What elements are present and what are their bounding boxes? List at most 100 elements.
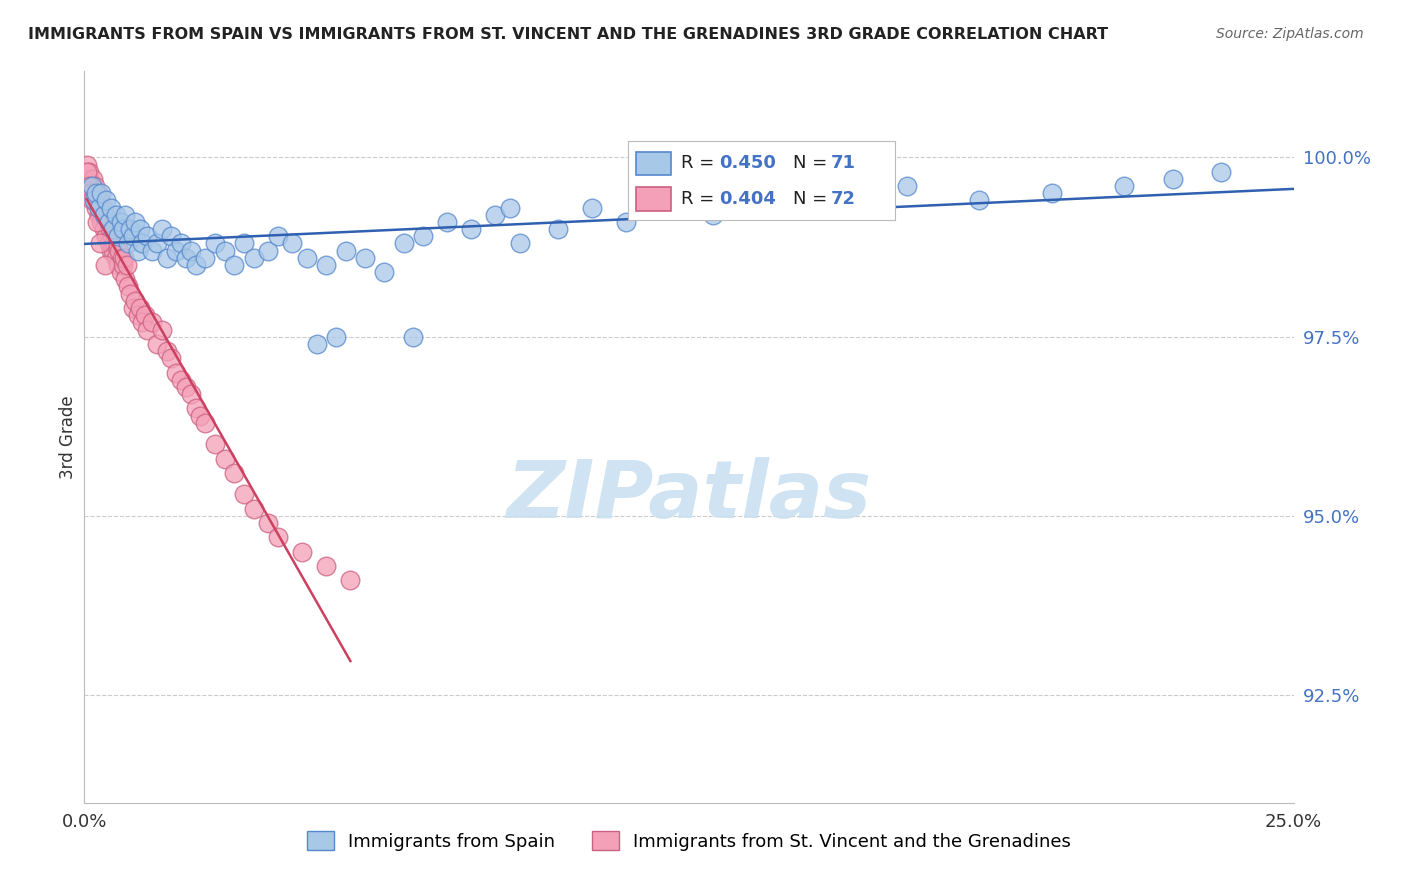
Point	[896, 179, 918, 194]
Text: 71: 71	[831, 154, 856, 172]
Point	[124, 215, 146, 229]
Point	[214, 244, 236, 258]
Point	[242, 501, 264, 516]
Point	[614, 215, 637, 229]
Point	[115, 258, 138, 272]
Point	[129, 222, 152, 236]
Point	[79, 186, 101, 201]
Point	[83, 194, 105, 208]
Point	[129, 301, 152, 315]
Point	[257, 244, 280, 258]
Point	[94, 258, 117, 272]
Point	[87, 208, 110, 222]
Point	[94, 229, 117, 244]
Point	[146, 236, 169, 251]
Point	[77, 165, 100, 179]
Point	[136, 229, 159, 244]
Point	[94, 194, 117, 208]
Text: Source: ZipAtlas.com: Source: ZipAtlas.com	[1216, 27, 1364, 41]
Point	[105, 236, 128, 251]
Point	[112, 251, 135, 265]
Point	[373, 265, 395, 279]
Point	[204, 236, 226, 251]
Point	[131, 236, 153, 251]
Point	[86, 186, 108, 201]
Point	[872, 150, 894, 164]
Text: R =: R =	[682, 154, 720, 172]
Point	[134, 308, 156, 322]
Text: R =: R =	[682, 190, 720, 208]
Point	[204, 437, 226, 451]
Point	[83, 194, 105, 208]
Point	[180, 244, 202, 258]
Point	[155, 251, 177, 265]
Point	[93, 222, 115, 236]
Point	[224, 466, 246, 480]
Point	[484, 208, 506, 222]
Point	[295, 251, 318, 265]
Point	[150, 322, 173, 336]
Point	[98, 222, 121, 236]
Y-axis label: 3rd Grade: 3rd Grade	[59, 395, 77, 479]
Point	[460, 222, 482, 236]
Point	[170, 373, 193, 387]
Text: ZIPatlas: ZIPatlas	[506, 457, 872, 534]
Point	[93, 208, 115, 222]
Text: 0.450: 0.450	[718, 154, 776, 172]
FancyBboxPatch shape	[636, 187, 671, 211]
Point	[1209, 165, 1232, 179]
Point	[339, 574, 361, 588]
Point	[547, 222, 569, 236]
Point	[180, 387, 202, 401]
Point	[354, 251, 377, 265]
Point	[150, 222, 173, 236]
Point	[281, 236, 304, 251]
Point	[1161, 172, 1184, 186]
Point	[86, 215, 108, 229]
Point	[233, 236, 256, 251]
Point	[194, 251, 217, 265]
Text: 72: 72	[831, 190, 856, 208]
Point	[90, 215, 112, 229]
Point	[89, 194, 111, 208]
Point	[581, 201, 603, 215]
Point	[80, 179, 103, 194]
Text: 0.404: 0.404	[718, 190, 776, 208]
Point	[174, 251, 197, 265]
Point	[823, 201, 845, 215]
Point	[233, 487, 256, 501]
Point	[165, 244, 187, 258]
Point	[120, 286, 142, 301]
Point	[112, 222, 135, 236]
Point	[124, 293, 146, 308]
Point	[97, 215, 120, 229]
Point	[103, 244, 125, 258]
Point	[82, 194, 104, 208]
Text: N =: N =	[793, 190, 834, 208]
Point	[190, 409, 212, 423]
Point	[79, 179, 101, 194]
Point	[104, 251, 127, 265]
Point	[184, 258, 207, 272]
Point	[136, 322, 159, 336]
Point	[100, 244, 122, 258]
Point	[1040, 186, 1063, 201]
Point	[751, 186, 773, 201]
Point	[291, 545, 314, 559]
Point	[305, 336, 328, 351]
Point	[402, 329, 425, 343]
Point	[121, 301, 143, 315]
Point	[90, 186, 112, 201]
Point	[1114, 179, 1136, 194]
Point	[184, 401, 207, 416]
Point	[224, 258, 246, 272]
Point	[117, 279, 139, 293]
Point	[160, 351, 183, 366]
Point	[107, 229, 129, 244]
Point	[80, 186, 103, 201]
Point	[967, 194, 990, 208]
Point	[325, 329, 347, 343]
Point	[82, 172, 104, 186]
Point	[111, 251, 134, 265]
Point	[174, 380, 197, 394]
